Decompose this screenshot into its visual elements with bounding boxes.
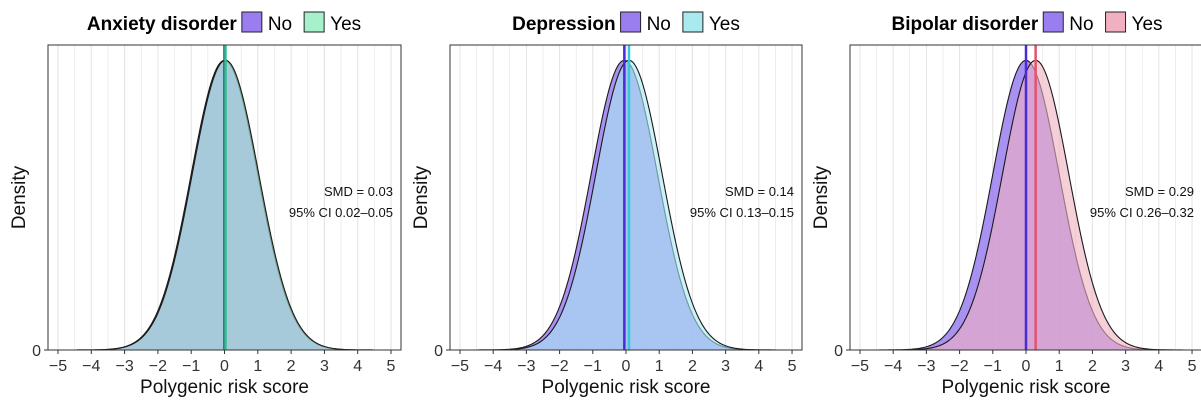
smd-annotation: SMD = 0.29 (1125, 184, 1194, 199)
x-tick-label: −4 (82, 358, 100, 375)
panel-title: Bipolar disorder (892, 14, 1039, 35)
x-axis-label: Polygenic risk score (942, 377, 1111, 398)
legend-label-yes: Yes (709, 14, 740, 35)
x-tick-label: 1 (253, 358, 262, 375)
x-tick-label: −2 (950, 358, 968, 375)
x-tick-label: 2 (688, 358, 697, 375)
x-tick-label: −3 (517, 358, 535, 375)
title-legend: Anxiety disorder No Yes (87, 11, 361, 35)
panel-2: −5 −4 −3 −2 −1 0 1 2 3 4 5 0 Polygenic risk score Den… (411, 11, 803, 398)
x-tick-label: −3 (115, 358, 133, 375)
x-tick-label: 3 (320, 358, 329, 375)
x-tick-label: 3 (1121, 358, 1130, 375)
x-tick-label: −1 (182, 358, 200, 375)
panel-3: −5 −4 −3 −2 −1 0 1 2 3 4 5 0 Polygenic risk score Den… (811, 11, 1201, 398)
title-legend: Depression No Yes (512, 11, 740, 35)
legend-label-no: No (647, 14, 671, 35)
y-tick-label: 0 (434, 343, 443, 360)
x-tick-label: −4 (884, 358, 902, 375)
legend-label-no: No (1069, 14, 1093, 35)
legend-key-yes (1105, 11, 1127, 33)
legend-label-yes: Yes (330, 14, 361, 35)
smd-annotation: 95% CI 0.13–0.15 (690, 205, 794, 220)
smd-annotation: SMD = 0.03 (324, 184, 393, 199)
x-tick-label: −1 (584, 358, 602, 375)
x-tick-label: 1 (655, 358, 664, 375)
x-tick-label: 4 (754, 358, 763, 375)
legend-label-yes: Yes (1132, 14, 1163, 35)
x-tick-label: −5 (451, 358, 469, 375)
panel-title: Depression (512, 14, 615, 35)
x-tick-label: −1 (984, 358, 1002, 375)
legend-key-yes (682, 11, 704, 33)
title-legend: Bipolar disorder No Yes (892, 11, 1163, 35)
legend-key-no (241, 11, 263, 33)
x-tick-label: −2 (550, 358, 568, 375)
y-axis-label: Density (411, 165, 432, 229)
x-tick-label: −3 (917, 358, 935, 375)
density-yes (459, 59, 793, 351)
x-tick-label: −2 (149, 358, 167, 375)
x-tick-label: −5 (851, 358, 869, 375)
x-tick-label: −5 (49, 358, 67, 375)
x-tick-label: 5 (387, 358, 396, 375)
panel-1: −5 −4 −3 −2 −1 0 1 2 3 4 5 0 Polygenic risk score Den… (9, 11, 402, 398)
y-tick-label: 0 (834, 343, 843, 360)
x-axis-label: Polygenic risk score (542, 377, 711, 398)
x-tick-label: 0 (1022, 358, 1031, 375)
x-tick-label: 5 (1188, 358, 1197, 375)
y-axis-label: Density (9, 165, 30, 229)
x-tick-label: 2 (1088, 358, 1097, 375)
legend-label-no: No (268, 14, 292, 35)
x-tick-label: 2 (287, 358, 296, 375)
x-tick-label: 3 (721, 358, 730, 375)
y-tick-label: 0 (32, 343, 41, 360)
legend-key-yes (303, 11, 325, 33)
x-tick-label: 4 (353, 358, 362, 375)
x-tick-label: 5 (788, 358, 797, 375)
x-tick-label: 1 (1055, 358, 1064, 375)
panel-title: Anxiety disorder (87, 14, 238, 35)
x-tick-label: −4 (484, 358, 502, 375)
x-tick-label: 0 (220, 358, 229, 375)
smd-annotation: 95% CI 0.26–0.32 (1090, 205, 1194, 220)
x-tick-label: 4 (1154, 358, 1163, 375)
smd-annotation: 95% CI 0.02–0.05 (289, 205, 393, 220)
x-axis-label: Polygenic risk score (140, 377, 309, 398)
smd-annotation: SMD = 0.14 (725, 184, 794, 199)
legend-key-no (1042, 11, 1064, 33)
x-tick-label: 0 (622, 358, 631, 375)
legend-key-no (620, 11, 642, 33)
y-axis-label: Density (811, 165, 832, 229)
